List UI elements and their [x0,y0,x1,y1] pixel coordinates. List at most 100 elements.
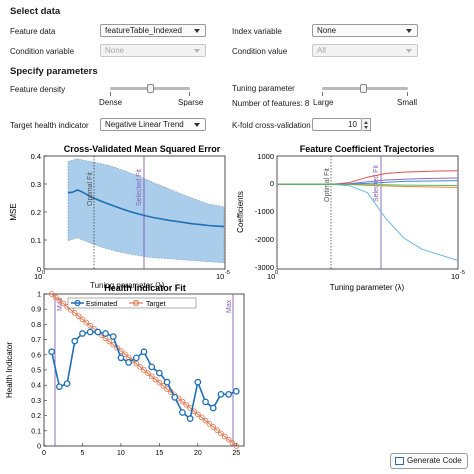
hi-estimated-marker [179,409,186,416]
condition-variable-value: None [105,46,125,55]
hi-target-marker [141,367,147,373]
hi-ytick-label: 0.1 [31,428,41,435]
hi-estimated-marker [79,330,86,337]
mse-optimal-fit-label: Optimal Fit [87,172,94,206]
hi-estimated-marker [132,354,140,362]
target-health-indicator-dropdown[interactable]: Negative Linear Trend [100,118,206,131]
feature-data-dropdown[interactable]: featureTable_Indexed [100,24,206,37]
hi-x-ticks: 0 5 10 15 20 25 [42,443,240,457]
hi-target-marker [183,401,190,408]
coef-ytick-label: -3000 [255,263,274,272]
hi-estimated-marker [71,337,79,345]
hi-target-marker [56,297,63,304]
generate-code-button[interactable]: Generate Code [390,453,468,469]
mse-selected-fit-label: Selected Fit [136,169,143,206]
hi-xtick-label: 20 [194,450,202,457]
hi-ytick-label: 0.9 [31,307,41,314]
hi-target-line [51,293,237,447]
coef-ytick-label: 0 [270,179,274,188]
hi-target-marker [156,379,163,386]
kfold-spinner-buttons[interactable] [362,118,371,131]
tuning-parameter-thumb[interactable] [360,84,367,93]
hi-target-marker [160,382,167,389]
mse-chart-title: Cross-Validated Mean Squared Error [64,144,221,154]
hi-estimated-marker [86,328,94,336]
hi-estimated-marker [171,394,179,401]
coef-trajectories [277,170,459,261]
target-health-indicator-label: Target health indicator [10,121,89,130]
density-sparse-label: Sparse [178,98,204,107]
legend-target-marker [132,299,140,307]
coef-series-line [277,183,459,186]
hi-estimated-marker [194,378,202,386]
hi-ytick-label: 0.6 [31,352,41,359]
coef-chart-title: Feature Coefficient Trajectories [300,144,435,154]
hi-ytick-label: 0.3 [31,398,41,405]
kfold-label: K-fold cross-validation [232,121,311,130]
generate-code-label: Generate Code [407,456,462,465]
hi-target-marker [218,430,224,437]
mse-ytick-label: 0.4 [31,152,41,161]
feature-density-thumb[interactable] [147,84,154,93]
hi-target-marker [206,420,213,427]
slider-tick [110,92,111,96]
hi-estimated-marker [102,330,109,337]
condition-value-dropdown[interactable]: All [312,44,418,57]
coef-xlabel: Tuning parameter (λ) [330,283,405,292]
hi-target-marker [179,398,186,405]
hi-target-marker [210,424,217,430]
condition-variable-dropdown[interactable]: None [100,44,206,57]
hi-y-ticks: 1 0.9 0.8 0.7 0.6 0.5 0.4 0.3 0.2 0.1 0 [31,292,47,451]
hi-xtick-label: 0 [42,450,46,457]
hi-target-marker [71,310,78,316]
chevron-down-icon [194,123,200,127]
mse-y-ticks: 0.4 0.3 0.2 0.1 0 [31,152,47,274]
tuning-small-label: Small [397,98,418,107]
hi-target-marker [48,291,55,297]
hi-ytick-label: 0.7 [31,337,41,344]
hi-target-marker [60,300,67,307]
coef-x0-exp: 0 [275,270,278,276]
hi-estimated-marker [163,378,171,386]
hi-estimated-series [48,328,240,422]
index-variable-dropdown[interactable]: None [312,24,418,37]
condition-value-value: All [317,46,326,55]
hi-estimated-marker [232,387,240,395]
hi-estimated-marker [209,404,217,412]
arrow-down-icon [364,126,368,129]
tuning-large-label: Large [313,98,334,107]
code-icon [395,457,404,465]
hi-target-marker [79,316,86,323]
mse-ytick-label: 0.2 [31,208,41,217]
kfold-spinner-input[interactable]: 10 [312,118,362,131]
hi-ytick-label: 1 [37,292,41,299]
mse-ytick-label: 0.3 [31,180,41,189]
coef-ytick-label: -1000 [255,207,274,216]
mse-x0-exp: 0 [42,270,45,276]
hi-estimated-marker [117,354,125,362]
legend-estimated-label: Estimated [86,301,117,308]
hi-target-marker [121,351,128,358]
chevron-down-icon [194,29,200,33]
target-value: Negative Linear Trend [105,120,184,129]
hi-estimated-marker [56,383,63,391]
hi-estimated-marker [148,363,156,371]
hi-target-marker [137,363,144,370]
hi-estimated-marker [94,328,102,336]
mse-ylabel: MSE [9,203,18,220]
hi-estimated-marker [217,390,225,398]
hi-target-marker [214,427,220,434]
mse-x0-label: 10 [34,272,42,281]
legend-estimated-marker [74,299,81,307]
hi-target-marker [198,414,205,421]
hi-ytick-label: 0.4 [31,383,41,390]
hi-chart-title: Health Indicator Fit [104,283,186,293]
hi-target-marker [225,436,232,443]
hi-target-marker [52,294,59,301]
coef-x1-exp: -5 [460,270,465,276]
condition-value-label: Condition value [232,47,288,56]
select-data-header: Select data [10,6,61,17]
coef-ytick-label: -2000 [255,235,274,244]
feature-data-value: featureTable_Indexed [105,26,182,35]
coef-chart: Feature Coefficient Trajectories 1000 0 … [237,144,465,292]
